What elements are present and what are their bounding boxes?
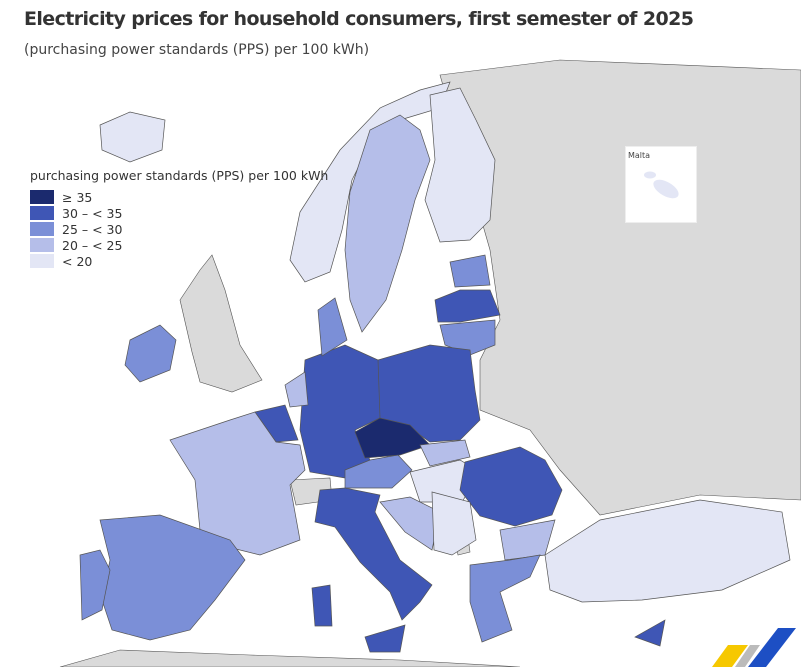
region-it [364,624,406,653]
region-ie [124,324,177,383]
legend-swatch [30,206,54,220]
legend-swatch [30,190,54,204]
region-pt [79,549,111,621]
legend-swatch [30,238,54,252]
legend-title: purchasing power standards (PPS) per 100… [30,168,329,183]
malta-label: Malta [628,151,651,160]
legend-item: 30 – < 35 [30,205,328,221]
malta-inset: Malta [625,146,697,223]
non-data-land [59,59,801,667]
logo [712,628,796,667]
region-it [314,487,433,621]
russia-belarus-ukraine-land [439,59,801,516]
legend-swatch [30,254,54,268]
legend-item: ≥ 35 [30,189,328,205]
legend-label: 20 – < 25 [62,237,123,253]
region-rs [431,491,477,556]
region-cy [634,619,666,647]
region-tr [544,499,791,603]
region-dk [317,297,348,357]
legend-swatch [30,222,54,236]
africa-land [59,649,521,667]
region-gr [469,554,541,643]
region-ee [449,254,491,288]
legend-item: < 20 [30,253,328,269]
region-ro [459,446,563,527]
region-it [311,584,333,627]
legend-label: ≥ 35 [62,189,93,205]
region-se [344,114,431,333]
legend-label: < 20 [62,253,93,269]
legend-label: 30 – < 35 [62,205,123,221]
map-title: Electricity prices for household consume… [24,8,694,30]
region-sk [419,439,471,467]
legend-item: 25 – < 30 [30,221,328,237]
map-subtitle: (purchasing power standards (PPS) per 10… [24,42,370,58]
legend-label: 25 – < 30 [62,221,123,237]
malta-shape [644,171,679,199]
region-is [99,111,166,163]
uk-land [179,254,263,393]
country-regions [79,81,791,653]
region-lv [434,289,501,323]
legend-item: 20 – < 25 [30,237,328,253]
region-lt [439,319,496,356]
region-no [289,81,451,283]
region-nl [284,371,309,408]
region-fi [424,87,496,243]
legend: purchasing power standards (PPS) per 100… [30,168,328,269]
